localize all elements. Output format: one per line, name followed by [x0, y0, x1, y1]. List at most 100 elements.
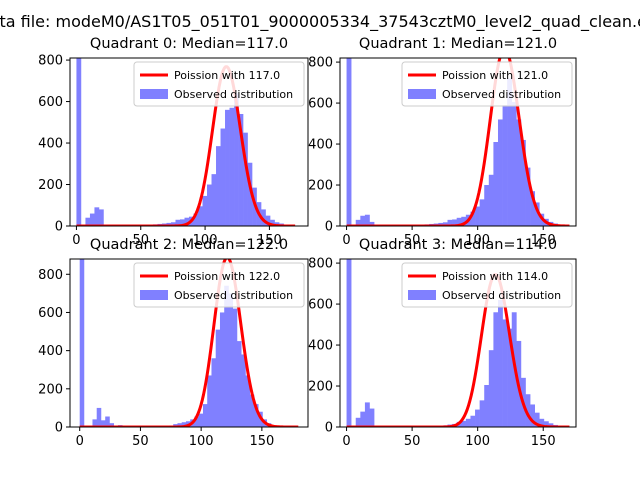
histogram-bar — [497, 119, 503, 226]
panel-title: Quadrant 1: Median=121.0 — [359, 36, 557, 52]
quadrant-panel-3: 0 50 100 150 0 200 400 600 800 Quadrant 3: Median… — [308, 237, 577, 449]
histogram-bar — [364, 402, 370, 427]
legend-observed-label: Observed distribution — [174, 289, 293, 302]
histogram-bar — [360, 215, 366, 226]
figure-suptitle: Data file: modeM0/AS1T05_051T01_90000053… — [0, 12, 640, 32]
histogram-bar — [100, 420, 106, 427]
histogram-bar — [355, 219, 361, 226]
histogram-bar — [507, 328, 513, 427]
y-tick-label: 200 — [38, 382, 63, 397]
histogram-bar — [447, 219, 453, 226]
histogram-bar — [475, 409, 480, 427]
histogram-bar — [479, 400, 485, 427]
histogram-bar — [236, 341, 242, 427]
x-tick-label: 0 — [342, 233, 350, 248]
legend-poisson-label: Poission with 117.0 — [174, 69, 280, 82]
histogram-bar — [220, 128, 226, 226]
histogram-bar — [249, 394, 255, 427]
histogram-bar — [484, 385, 490, 427]
histogram-bar — [94, 207, 100, 226]
legend-observed-label: Observed distribution — [442, 289, 561, 302]
histogram-bar — [516, 119, 522, 226]
histogram-bar — [461, 216, 467, 226]
legend: Poission with 114.0 Observed distribution — [401, 262, 573, 308]
legend-poisson-label: Poission with 114.0 — [442, 270, 548, 283]
histogram-bar — [346, 259, 352, 427]
legend: Poission with 117.0 Observed distribution — [133, 61, 305, 107]
x-tick-label: 150 — [249, 434, 274, 449]
axes-frame — [339, 258, 577, 428]
y-tick-label: 800 — [308, 257, 333, 272]
histogram-bar — [525, 167, 531, 226]
legend-box — [401, 61, 573, 107]
legend: Poission with 121.0 Observed distribution — [401, 61, 573, 107]
histogram-bar — [484, 185, 490, 226]
y-tick-label: 0 — [325, 220, 333, 235]
histogram-bar — [488, 174, 494, 226]
legend-observed-swatch — [140, 290, 168, 300]
panel-title: Quadrant 0: Median=117.0 — [90, 36, 288, 52]
x-tick-label: 50 — [132, 434, 149, 449]
histogram-bar — [198, 206, 203, 226]
histogram-bar — [360, 411, 366, 427]
histogram-bar — [245, 375, 251, 427]
y-tick-label: 0 — [55, 220, 63, 235]
y-tick-label: 400 — [308, 339, 333, 354]
histogram-bar — [502, 105, 508, 226]
histogram-bar — [193, 213, 199, 226]
histogram-bar — [232, 308, 238, 427]
histogram-bar — [181, 422, 187, 427]
histogram-bar — [270, 219, 275, 226]
histogram-bar — [207, 184, 212, 226]
y-tick-label: 200 — [38, 178, 63, 193]
histogram-bar — [507, 78, 513, 226]
x-tick-label: 150 — [531, 233, 556, 248]
x-tick-label: 150 — [257, 233, 282, 248]
legend: Poission with 122.0 Observed distribution — [133, 262, 305, 308]
histogram-bar — [224, 285, 229, 427]
histogram-bar — [452, 219, 457, 226]
y-tick-label: 0 — [55, 421, 63, 436]
histogram-bar — [465, 418, 471, 427]
y-tick-label: 600 — [38, 306, 63, 321]
x-tick-label: 50 — [132, 233, 149, 248]
histogram-bar — [511, 102, 517, 226]
histogram-bar — [364, 214, 370, 226]
histogram-bar — [216, 146, 221, 226]
histogram-bar — [479, 199, 485, 226]
x-tick-label: 0 — [342, 434, 350, 449]
panel-title: Quadrant 3: Median=114.0 — [359, 237, 557, 253]
x-tick-label: 150 — [531, 434, 556, 449]
histogram-bar — [442, 222, 448, 226]
histogram-bar — [493, 312, 499, 427]
histogram-bar — [548, 423, 554, 427]
y-tick-label: 400 — [308, 138, 333, 153]
histogram-bar — [225, 109, 230, 226]
histogram-bar — [166, 222, 172, 226]
x-tick-label: 100 — [465, 434, 490, 449]
legend-poisson-label: Poission with 121.0 — [442, 69, 548, 82]
y-tick-label: 600 — [38, 95, 63, 110]
histogram-bar — [105, 416, 110, 427]
histogram-bar — [243, 132, 248, 226]
x-tick-label: 100 — [465, 233, 490, 248]
x-tick-label: 50 — [404, 434, 421, 449]
y-tick-label: 200 — [308, 179, 333, 194]
legend-box — [133, 61, 305, 107]
y-tick-label: 400 — [38, 344, 63, 359]
poisson-curve — [346, 273, 570, 427]
histogram-bar — [346, 58, 352, 226]
histogram-bar — [241, 354, 246, 427]
legend-observed-label: Observed distribution — [442, 88, 561, 101]
histogram-bar — [96, 407, 102, 427]
histogram-bar — [488, 350, 494, 427]
histogram-bar — [502, 319, 508, 427]
histogram-bar — [475, 206, 480, 226]
histogram-bar — [253, 404, 259, 427]
histogram-bar — [228, 293, 234, 427]
histogram-bar — [207, 375, 212, 427]
histogram-bar — [534, 412, 540, 427]
histogram-bar — [194, 416, 200, 427]
histogram-bar — [179, 219, 185, 226]
